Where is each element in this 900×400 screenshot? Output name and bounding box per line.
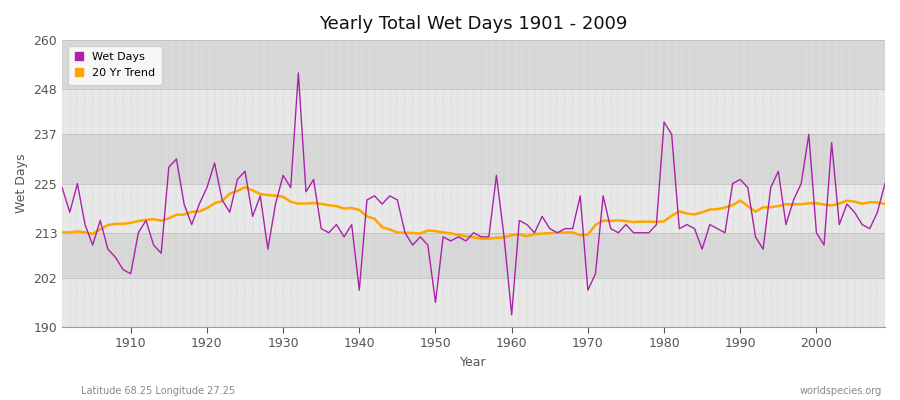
Wet Days xyxy=(293,70,304,75)
20 Yr Trend xyxy=(239,185,250,190)
Wet Days xyxy=(514,218,525,223)
Text: worldspecies.org: worldspecies.org xyxy=(800,386,882,396)
Wet Days xyxy=(338,234,349,239)
20 Yr Trend xyxy=(521,234,532,239)
Title: Yearly Total Wet Days 1901 - 2009: Yearly Total Wet Days 1901 - 2009 xyxy=(320,15,628,33)
Wet Days xyxy=(521,222,532,227)
Bar xyxy=(62,40,885,89)
20 Yr Trend xyxy=(293,201,304,206)
Bar xyxy=(62,233,885,278)
Wet Days xyxy=(118,267,129,272)
Wet Days xyxy=(879,181,890,186)
Wet Days xyxy=(613,230,624,235)
20 Yr Trend xyxy=(476,236,487,241)
Bar xyxy=(62,134,885,184)
20 Yr Trend xyxy=(879,202,890,206)
Bar xyxy=(62,184,885,233)
Text: Latitude 68.25 Longitude 27.25: Latitude 68.25 Longitude 27.25 xyxy=(81,386,235,396)
Line: Wet Days: Wet Days xyxy=(62,73,885,315)
Bar xyxy=(62,278,885,327)
20 Yr Trend xyxy=(338,206,349,211)
20 Yr Trend xyxy=(57,230,68,235)
Line: 20 Yr Trend: 20 Yr Trend xyxy=(62,187,885,239)
20 Yr Trend xyxy=(118,222,129,226)
20 Yr Trend xyxy=(613,218,624,223)
Legend: Wet Days, 20 Yr Trend: Wet Days, 20 Yr Trend xyxy=(68,46,162,85)
Bar xyxy=(62,89,885,134)
Wet Days xyxy=(507,312,517,317)
X-axis label: Year: Year xyxy=(460,356,487,369)
Wet Days xyxy=(57,185,68,190)
Y-axis label: Wet Days: Wet Days xyxy=(15,154,28,213)
Wet Days xyxy=(285,185,296,190)
20 Yr Trend xyxy=(514,232,525,237)
